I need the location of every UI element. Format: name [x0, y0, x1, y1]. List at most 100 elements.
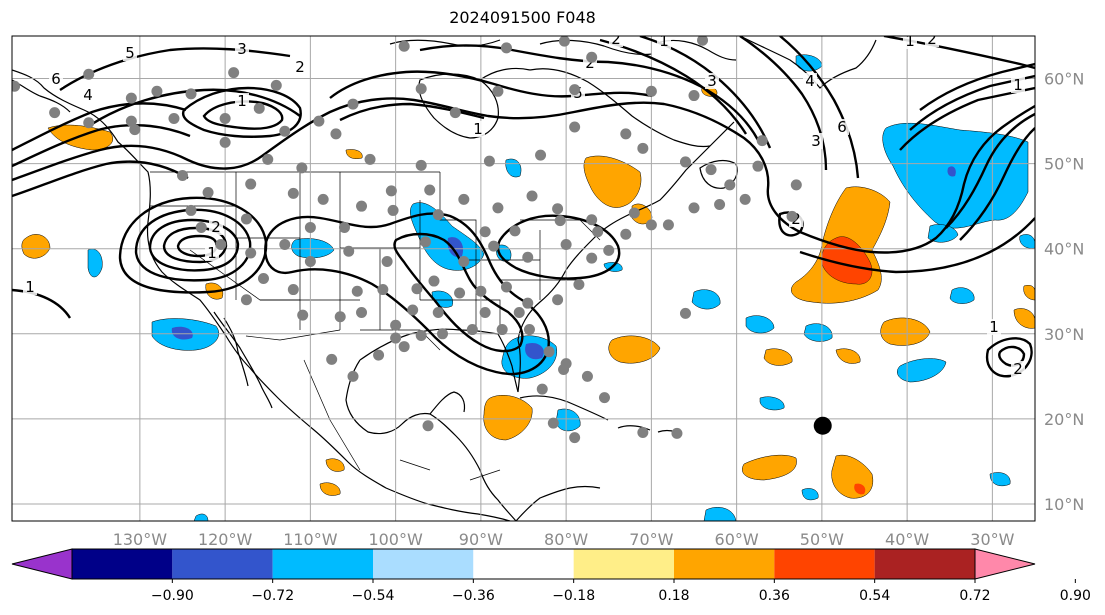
- station-dot: [219, 113, 231, 125]
- darkblue-core-great-lakes: [447, 237, 464, 258]
- longitude-label: 50°W: [800, 530, 844, 549]
- station-dot: [637, 142, 649, 154]
- station-dot: [535, 149, 547, 161]
- station-dot: [573, 278, 585, 290]
- station-dot: [458, 193, 470, 205]
- contour-label: 2: [211, 218, 221, 236]
- station-dot: [552, 203, 564, 215]
- orange-anomaly-caribbean: [483, 395, 533, 441]
- station-dot: [347, 98, 359, 110]
- latitude-label: 50°N: [1044, 155, 1084, 174]
- station-dot: [407, 304, 419, 316]
- station-dot: [569, 432, 581, 444]
- contour-label: 1: [1013, 76, 1023, 94]
- station-dot: [679, 307, 691, 319]
- station-dot: [522, 251, 534, 263]
- colorbar-tick-label: −0.36: [452, 588, 495, 604]
- map-title: 2024091500 F048: [449, 8, 596, 27]
- station-dot: [415, 330, 427, 342]
- contour-label-bg: [809, 133, 823, 149]
- station-dot: [592, 226, 604, 238]
- graticule: [12, 36, 1035, 521]
- station-dot: [219, 136, 231, 148]
- latitude-label: 10°N: [1044, 495, 1084, 514]
- station-dot: [287, 284, 299, 296]
- station-dot: [536, 383, 548, 395]
- station-dot: [432, 209, 444, 221]
- darkblue-core-atlantic: [947, 166, 956, 177]
- contour-label-bg: [705, 73, 719, 89]
- station-dot: [195, 221, 207, 233]
- station-dot: [245, 247, 257, 259]
- colorbar-segment: [172, 549, 273, 579]
- station-dot: [558, 36, 570, 47]
- colorbar-segment: [774, 549, 875, 579]
- latitude-labels: 60°N 50°N 40°N 30°N 20°N 10°N: [1044, 70, 1084, 514]
- station-dot: [317, 193, 329, 205]
- station-dot: [547, 417, 559, 429]
- contour-label-bg: [987, 319, 1001, 335]
- station-dot: [390, 319, 402, 331]
- colorbar-tick-label: 0.90: [1060, 588, 1091, 604]
- station-dot: [645, 85, 657, 97]
- station-dot: [262, 153, 274, 165]
- longitude-label: 80°W: [544, 530, 588, 549]
- station-dot: [697, 36, 709, 46]
- colorbar-segment: [72, 549, 173, 579]
- contour-label-bg: [235, 41, 249, 57]
- station-dot: [83, 117, 95, 129]
- blue-anomaly-central-us: [291, 238, 335, 259]
- latitude-label: 30°N: [1044, 325, 1084, 344]
- orange-anomaly-tropical-1: [608, 335, 661, 364]
- station-dot: [449, 107, 461, 119]
- colorbar-tick-label: −0.54: [352, 588, 395, 604]
- contour-label-bg: [835, 119, 849, 135]
- station-dot: [569, 121, 581, 133]
- station-dot: [620, 128, 632, 140]
- latitude-label: 40°N: [1044, 240, 1084, 259]
- station-dot: [12, 80, 21, 92]
- blue-anomaly-south-edge-2: [193, 513, 209, 521]
- station-dot: [645, 219, 657, 231]
- station-dot: [83, 68, 95, 80]
- station-dot: [240, 294, 252, 306]
- station-dot: [279, 125, 291, 137]
- contour-label-bg: [123, 45, 137, 61]
- station-dot: [598, 392, 610, 404]
- contour-label: 1: [25, 278, 35, 296]
- station-dot: [125, 92, 137, 104]
- longitude-label: 40°W: [885, 530, 929, 549]
- station-dot: [168, 113, 180, 125]
- station-dot: [129, 124, 141, 136]
- station-dot: [387, 204, 399, 216]
- contour-label-bg: [903, 36, 917, 49]
- station-dot: [313, 115, 325, 127]
- station-dot: [373, 349, 385, 361]
- colorbar-tick-label: 0.72: [959, 588, 990, 604]
- orange-anomaly-east-atlantic-2: [1023, 285, 1035, 301]
- longitude-label: 110°W: [283, 530, 338, 549]
- contour-label: 2: [585, 54, 595, 72]
- station-dot: [151, 85, 163, 97]
- contour-lines: [12, 36, 1035, 378]
- blue-anomaly-great-lakes: [410, 202, 485, 271]
- station-dot: [415, 83, 427, 95]
- blue-anomaly-south-edge: [703, 507, 737, 521]
- contour-label: 1: [207, 244, 217, 262]
- orange-anomaly-mexico: [325, 458, 345, 472]
- orange-anomaly-east-atlantic: [1013, 308, 1035, 329]
- station-dot: [385, 185, 397, 197]
- contour-label-bg: [925, 36, 939, 47]
- observation-stations: [12, 36, 802, 444]
- station-dot: [569, 84, 581, 96]
- contour-label: 4: [805, 72, 815, 90]
- station-dot: [526, 190, 538, 202]
- contour-label-bg: [1011, 77, 1025, 93]
- contour-label: 6: [837, 118, 847, 136]
- colorbar-extend-high: [974, 548, 1036, 580]
- orange-anomaly-nova-scotia: [583, 155, 642, 208]
- station-dot: [296, 162, 308, 174]
- contour-label-bg: [657, 36, 671, 49]
- station-dot: [790, 179, 802, 191]
- darkblue-core-baja: [171, 326, 193, 340]
